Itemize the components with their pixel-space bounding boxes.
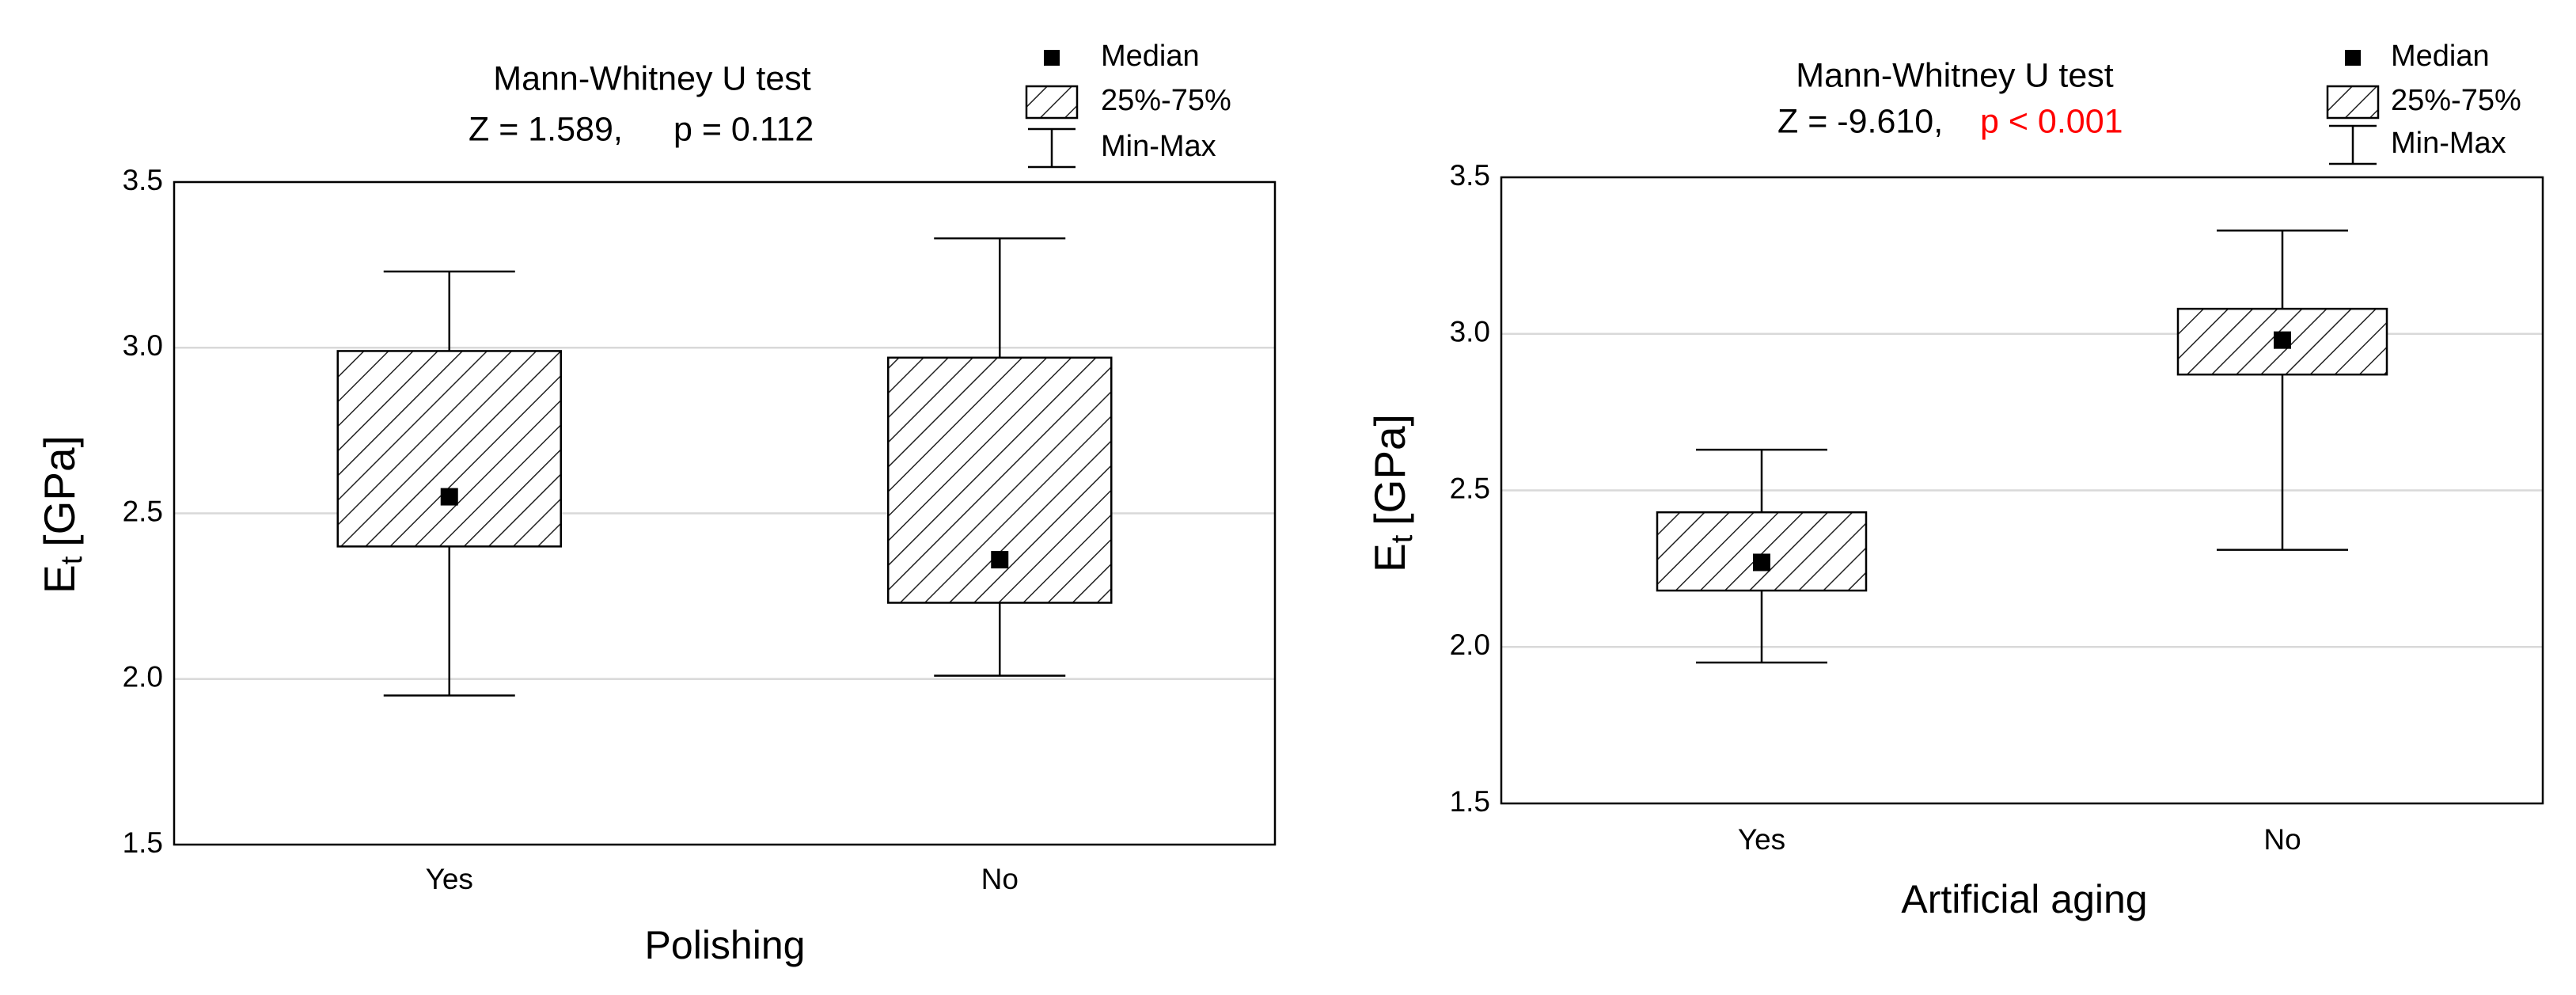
x-tick-label: No — [981, 863, 1019, 895]
y-tick-label: 3.0 — [123, 329, 163, 362]
y-tick-label: 2.5 — [123, 495, 163, 527]
x-axis-label: Polishing — [645, 923, 806, 967]
median-marker — [2274, 331, 2291, 349]
y-tick-label: 1.5 — [123, 826, 163, 859]
legend-median-icon — [2345, 50, 2361, 66]
median-marker — [991, 551, 1009, 569]
box — [336, 350, 562, 548]
y-axis-label: Et [GPa] — [35, 435, 89, 594]
legend-label: 25%-75% — [1101, 84, 1231, 117]
y-label-main: E — [1365, 543, 1414, 572]
y-tick-label: 3.5 — [1450, 159, 1490, 192]
legend-median-icon — [1044, 50, 1060, 66]
legend-box-icon — [2326, 85, 2380, 120]
p-value: p < 0.001 — [1980, 102, 2123, 140]
y-tick-label: 2.0 — [123, 661, 163, 693]
median-marker — [1753, 553, 1770, 572]
y-tick-label: 3.5 — [123, 164, 163, 196]
x-tick-label: Yes — [426, 863, 473, 895]
plot-frame — [173, 180, 1277, 846]
y-label-main: E — [35, 564, 84, 594]
box — [1656, 511, 1868, 592]
y-tick-label: 3.0 — [1450, 316, 1490, 348]
y-label-sub: t — [55, 556, 89, 564]
y-label-sub: t — [1386, 534, 1419, 543]
y-label-unit: [GPa] — [1365, 414, 1414, 526]
median-marker — [440, 488, 458, 506]
legend-label: Min-Max — [1101, 130, 1216, 163]
plot-frame — [1500, 176, 2544, 805]
y-tick-label: 2.0 — [1450, 629, 1490, 661]
y-label-unit: [GPa] — [35, 435, 84, 547]
legend-label: Median — [2391, 40, 2490, 73]
x-tick-label: Yes — [1738, 823, 1785, 856]
z-statistic: Z = 1.589, — [469, 110, 623, 148]
y-tick-label: 1.5 — [1450, 785, 1490, 818]
z-statistic: Z = -9.610, — [1777, 102, 1943, 140]
p-value: p = 0.112 — [673, 110, 814, 148]
legend-label: Median — [1101, 40, 1200, 73]
x-axis-label: Artificial aging — [1901, 877, 2147, 921]
legend-label: 25%-75% — [2391, 84, 2521, 117]
chart-title: Mann-Whitney U test — [1796, 56, 2114, 94]
x-tick-label: No — [2263, 823, 2301, 856]
y-tick-label: 2.5 — [1450, 472, 1490, 504]
legend-label: Min-Max — [2391, 127, 2506, 160]
legend-box-icon — [1025, 85, 1079, 120]
chart-title: Mann-Whitney U test — [493, 59, 811, 97]
y-axis-label: Et [GPa] — [1365, 414, 1420, 572]
